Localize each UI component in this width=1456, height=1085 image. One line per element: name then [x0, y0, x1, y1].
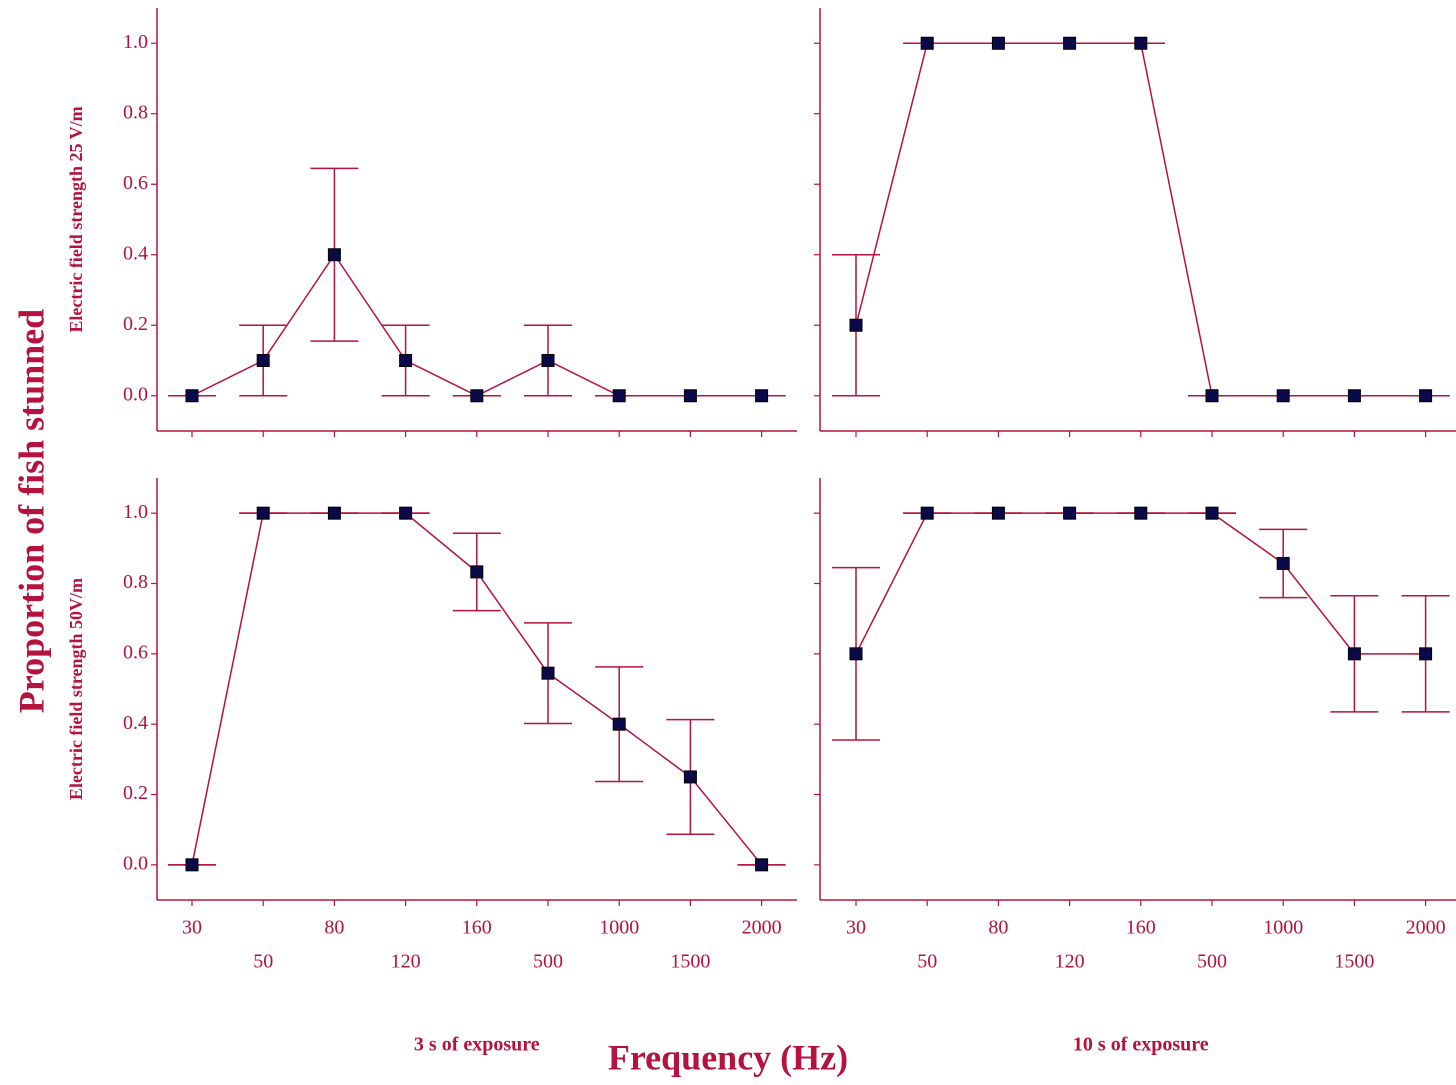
y-tick-label: 1.0: [123, 31, 148, 53]
column-label: 3 s of exposure: [414, 1034, 540, 1056]
y-tick-label: 0.4: [123, 242, 148, 264]
y-tick-label: 0.8: [123, 571, 148, 593]
marker: [1063, 506, 1077, 520]
x-tick-label: 50: [253, 951, 273, 973]
x-tick-label: 1500: [1334, 951, 1374, 973]
x-axis-title: Frequency (Hz): [608, 1037, 848, 1077]
marker: [849, 647, 863, 661]
x-tick-label: 80: [988, 917, 1008, 939]
y-tick-label: 0.0: [123, 852, 148, 874]
marker: [920, 36, 934, 50]
y-tick-label: 0.8: [123, 101, 148, 123]
marker: [1347, 647, 1361, 661]
marker: [1063, 36, 1077, 50]
data-line: [855, 512, 1426, 655]
marker: [185, 389, 199, 403]
x-tick-label: 500: [533, 951, 563, 973]
marker: [541, 354, 555, 367]
marker: [612, 717, 626, 731]
marker: [991, 506, 1005, 520]
marker: [755, 858, 769, 872]
marker: [185, 858, 199, 872]
marker: [1276, 556, 1290, 570]
x-tick-label: 160: [462, 917, 492, 939]
marker: [327, 506, 341, 520]
marker: [1276, 389, 1290, 403]
marker: [470, 565, 484, 579]
marker: [1419, 389, 1433, 403]
x-tick-label: 30: [182, 917, 202, 939]
x-tick-label: 160: [1126, 917, 1156, 939]
x-tick-label: 80: [324, 917, 344, 939]
marker: [1134, 36, 1148, 50]
marker: [399, 506, 413, 520]
x-tick-label: 2000: [1406, 917, 1446, 939]
x-tick-label: 30: [846, 917, 866, 939]
y-tick-label: 0.0: [123, 383, 148, 405]
marker: [1134, 506, 1148, 520]
x-tick-label: 50: [917, 951, 937, 973]
y-tick-label: 0.6: [123, 641, 148, 663]
x-tick-label: 2000: [742, 917, 782, 939]
y-tick-label: 0.6: [123, 172, 148, 194]
marker: [541, 666, 555, 680]
marker: [920, 506, 934, 520]
y-tick-label: 0.2: [123, 313, 148, 335]
marker: [683, 389, 697, 403]
row-label: Electric field strength 25 V/m: [66, 106, 86, 332]
marker: [1205, 506, 1219, 520]
data-line: [855, 42, 1426, 397]
row-label: Electric field strength 50V/m: [66, 578, 86, 800]
y-tick-label: 1.0: [123, 501, 148, 523]
column-label: 10 s of exposure: [1073, 1034, 1209, 1056]
marker: [399, 354, 413, 367]
x-tick-label: 500: [1197, 951, 1227, 973]
marker: [849, 318, 863, 332]
x-tick-label: 1000: [599, 917, 639, 939]
marker: [1347, 389, 1361, 403]
y-axis-title: Proportion of fish stunned: [11, 309, 51, 713]
marker: [256, 354, 270, 367]
marker: [1419, 647, 1433, 661]
marker: [683, 770, 697, 784]
marker: [256, 506, 270, 520]
marker: [755, 389, 769, 403]
marker: [327, 248, 341, 262]
x-tick-label: 120: [391, 951, 421, 973]
x-tick-label: 1000: [1263, 917, 1303, 939]
marker: [991, 36, 1005, 50]
y-tick-label: 0.4: [123, 712, 148, 734]
y-tick-label: 0.2: [123, 782, 148, 804]
marker: [470, 389, 484, 403]
x-tick-label: 1500: [670, 951, 710, 973]
marker: [1205, 389, 1219, 403]
marker: [612, 389, 626, 403]
x-tick-label: 120: [1055, 951, 1085, 973]
